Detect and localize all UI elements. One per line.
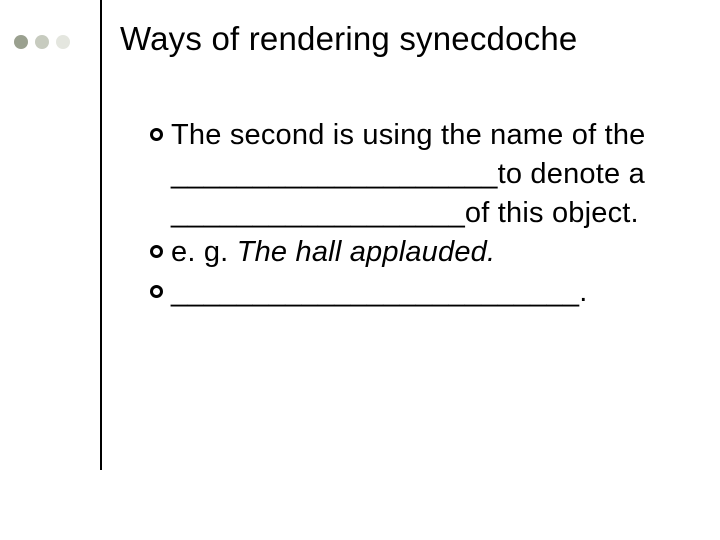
decor-dot-1 (14, 35, 28, 49)
list-item: e. g. The hall applauded. (150, 233, 695, 272)
decor-dot-3 (56, 35, 70, 49)
list-item: _________________________. (150, 273, 695, 312)
vertical-divider (100, 0, 102, 470)
bullet-ring-icon (150, 245, 163, 258)
list-item-text: e. g. The hall applauded. (171, 233, 495, 272)
bullet-ring-icon (150, 128, 163, 141)
example-prefix: e. g. (171, 236, 237, 268)
slide-body: The second is using the name of the ____… (120, 116, 695, 312)
example-italic: The hall applauded. (237, 236, 496, 268)
slide-content: Ways of rendering synecdoche The second … (120, 20, 695, 312)
slide-title: Ways of rendering synecdoche (120, 20, 695, 58)
decor-dot-2 (35, 35, 49, 49)
list-item-text: _________________________. (171, 273, 587, 312)
list-item: The second is using the name of the ____… (150, 116, 695, 233)
bullet-ring-icon (150, 285, 163, 298)
list-item-text: The second is using the name of the ____… (171, 116, 695, 233)
decor-bullets (14, 35, 70, 49)
